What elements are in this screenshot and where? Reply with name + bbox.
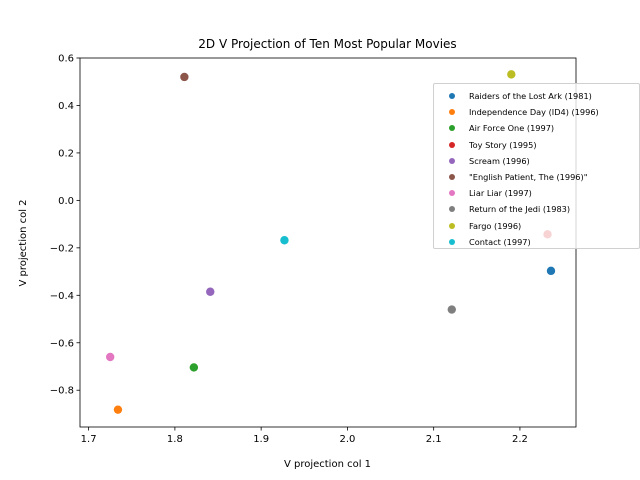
data-points <box>105 70 556 414</box>
legend-item: Contact (1997) <box>441 234 639 250</box>
legend-marker-icon <box>449 206 455 213</box>
legend-marker-icon <box>449 222 455 229</box>
legend-label: Toy Story (1995) <box>469 139 537 150</box>
legend-marker-icon <box>449 238 455 245</box>
legend-label: Return of the Jedi (1983) <box>469 204 571 215</box>
legend-item: "English Patient, The (1996)" <box>441 169 639 185</box>
data-point-2 <box>189 363 199 372</box>
data-point-7 <box>447 305 456 314</box>
legend: Raiders of the Lost Ark (1981) Independen… <box>433 83 640 249</box>
x-tick-label: 1.7 <box>81 434 97 445</box>
legend-label: Independence Day (ID4) (1996) <box>469 107 599 118</box>
legend-item: Return of the Jedi (1983) <box>441 201 639 217</box>
legend-item: Raiders of the Lost Ark (1981) <box>441 88 639 104</box>
y-axis-label: V projection col 2 <box>18 199 29 286</box>
legend-label: Air Force One (1997) <box>469 123 555 134</box>
legend-label: Scream (1996) <box>469 155 530 166</box>
y-tick-label: −0.4 <box>50 291 74 302</box>
x-tick-label: 2.1 <box>426 434 442 445</box>
legend-label: Liar Liar (1997) <box>469 188 532 199</box>
legend-marker-icon <box>449 109 455 116</box>
x-tick-label: 2.0 <box>339 434 355 445</box>
y-tick-label: −0.2 <box>50 243 74 254</box>
legend-marker-icon <box>449 157 455 164</box>
y-tick-label: 0.6 <box>58 54 74 65</box>
y-tick-label: 0.0 <box>58 196 74 207</box>
legend-marker-icon <box>449 141 455 148</box>
x-axis-label: V projection col 1 <box>284 459 371 470</box>
legend-label: Fargo (1996) <box>469 220 522 231</box>
x-tick-label: 1.9 <box>253 434 269 445</box>
legend-item: Liar Liar (1997) <box>441 185 639 201</box>
data-point-5 <box>180 72 189 82</box>
legend-label: "English Patient, The (1996)" <box>469 172 588 183</box>
data-point-6 <box>105 352 115 362</box>
legend-item: Toy Story (1995) <box>441 137 639 153</box>
legend-marker-icon <box>449 190 455 197</box>
y-tick-label: −0.6 <box>50 338 74 349</box>
data-point-1 <box>113 405 123 414</box>
x-tick-label: 1.8 <box>167 434 183 445</box>
legend-label: Raiders of the Lost Ark (1981) <box>469 91 592 102</box>
legend-item: Air Force One (1997) <box>441 120 639 136</box>
legend-item: Fargo (1996) <box>441 218 639 234</box>
data-point-9 <box>280 236 289 245</box>
legend-item: Scream (1996) <box>441 153 639 169</box>
axes: 1.7 1.8 1.9 2.0 2.1 2.2 0.6 0.4 0.2 0.0 −0.2 −0.4 −0… <box>50 54 577 445</box>
legend-label: Contact (1997) <box>469 236 531 247</box>
y-tick-label: 0.2 <box>58 148 74 159</box>
chart-title: 2D V Projection of Ten Most Popular Movi… <box>198 37 456 51</box>
data-point-4 <box>206 287 215 296</box>
legend-marker-icon <box>449 174 455 181</box>
y-tick-label: −0.8 <box>50 386 74 397</box>
data-point-0 <box>546 266 556 276</box>
data-point-8 <box>507 70 516 79</box>
legend-marker-icon <box>449 125 455 132</box>
legend-marker-icon <box>449 93 455 100</box>
x-tick-label: 2.2 <box>512 434 528 445</box>
legend-item: Independence Day (ID4) (1996) <box>441 104 639 120</box>
y-tick-label: 0.4 <box>58 101 74 112</box>
